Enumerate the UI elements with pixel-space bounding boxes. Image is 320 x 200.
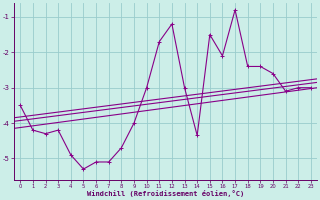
X-axis label: Windchill (Refroidissement éolien,°C): Windchill (Refroidissement éolien,°C)	[87, 190, 244, 197]
